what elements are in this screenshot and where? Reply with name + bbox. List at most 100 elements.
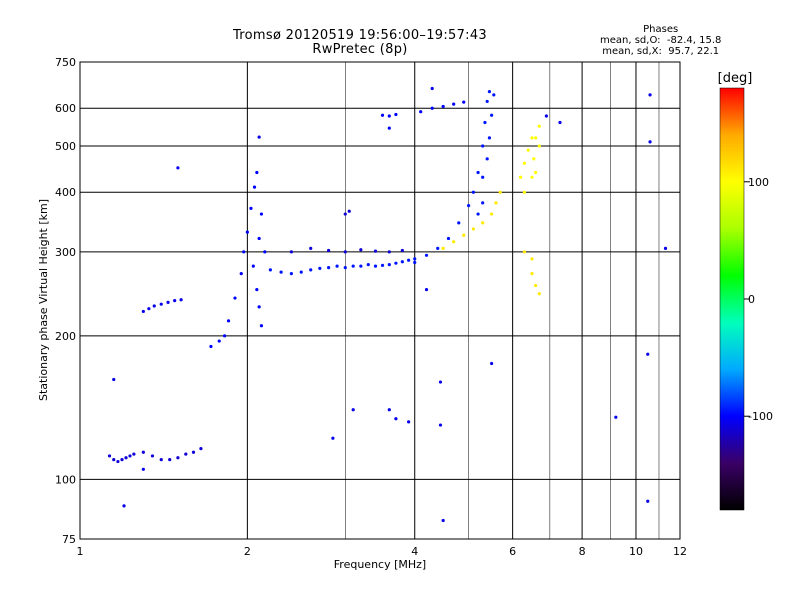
data-point bbox=[400, 248, 404, 253]
data-point bbox=[481, 144, 485, 148]
data-point bbox=[289, 250, 293, 254]
data-point bbox=[222, 334, 227, 338]
data-point bbox=[173, 299, 177, 303]
data-point bbox=[526, 148, 530, 152]
colorbar-tick-label: 100 bbox=[748, 176, 769, 189]
chart-title: Tromsø 20120519 19:56:00–19:57:43 bbox=[232, 28, 488, 43]
data-point bbox=[387, 250, 391, 254]
data-point bbox=[279, 270, 283, 274]
data-point bbox=[351, 408, 355, 412]
data-point bbox=[343, 212, 347, 216]
data-point bbox=[263, 250, 267, 254]
data-point bbox=[481, 201, 485, 205]
data-point bbox=[176, 166, 180, 170]
y-axis-label: Stationary phase Virtual Height [km] bbox=[37, 199, 50, 401]
data-point bbox=[120, 458, 124, 462]
data-point bbox=[663, 246, 668, 250]
data-point bbox=[309, 268, 313, 272]
data-point bbox=[347, 209, 351, 213]
y-tick-label: 100 bbox=[55, 473, 76, 486]
y-tick-label: 300 bbox=[55, 246, 76, 259]
colorbar-tick-label: -100 bbox=[748, 410, 773, 423]
data-point bbox=[217, 339, 221, 343]
data-point bbox=[490, 212, 494, 216]
data-point bbox=[457, 221, 461, 225]
data-point bbox=[309, 246, 313, 250]
data-point bbox=[112, 458, 116, 462]
data-point bbox=[537, 124, 541, 128]
x-tick-label: 8 bbox=[579, 545, 586, 558]
data-point bbox=[199, 447, 203, 451]
data-point bbox=[400, 260, 404, 264]
data-point bbox=[534, 136, 538, 140]
data-point bbox=[498, 190, 502, 194]
data-point bbox=[522, 190, 527, 194]
data-point bbox=[537, 292, 541, 296]
x-tick-label: 4 bbox=[411, 545, 418, 558]
data-point bbox=[128, 454, 132, 458]
data-point bbox=[257, 135, 261, 139]
data-point bbox=[387, 126, 391, 130]
data-point bbox=[327, 248, 331, 253]
data-point bbox=[534, 283, 538, 288]
data-point bbox=[366, 263, 370, 267]
data-point bbox=[430, 86, 434, 91]
data-point bbox=[648, 93, 652, 97]
plot-frame bbox=[79, 61, 681, 540]
data-point bbox=[122, 504, 126, 508]
data-point bbox=[487, 90, 492, 94]
x-tick-label: 10 bbox=[629, 545, 643, 558]
data-point bbox=[233, 296, 237, 300]
data-point bbox=[544, 114, 548, 118]
data-point bbox=[413, 260, 417, 265]
data-point bbox=[242, 250, 246, 254]
data-point bbox=[147, 307, 151, 311]
data-point bbox=[209, 344, 213, 349]
data-point bbox=[485, 157, 489, 161]
data-point bbox=[343, 265, 347, 270]
x-tick-label: 2 bbox=[244, 545, 251, 558]
phase-stats: Phases mean, sd,O: -82.4, 15.8 mean, sd,… bbox=[600, 24, 721, 57]
phase-stats-title: Phases bbox=[643, 24, 679, 35]
data-point bbox=[387, 408, 391, 412]
data-point bbox=[394, 112, 398, 117]
data-point bbox=[394, 261, 398, 265]
data-point bbox=[614, 415, 618, 419]
data-point bbox=[259, 324, 264, 328]
data-point bbox=[343, 250, 347, 254]
data-point bbox=[467, 203, 471, 208]
data-point bbox=[446, 236, 451, 241]
data-point bbox=[648, 140, 652, 144]
colorbar-tick-label: 0 bbox=[748, 293, 755, 306]
data-point bbox=[255, 287, 259, 292]
data-point bbox=[168, 458, 172, 462]
data-point bbox=[481, 221, 485, 225]
colorbar-label: [deg] bbox=[718, 71, 753, 86]
data-point bbox=[462, 233, 466, 237]
data-point bbox=[430, 106, 434, 110]
data-point bbox=[184, 452, 188, 456]
y-tick-label: 500 bbox=[55, 140, 76, 153]
data-point bbox=[380, 113, 385, 117]
data-point bbox=[159, 458, 163, 462]
data-point bbox=[191, 450, 196, 454]
y-tick-label: 75 bbox=[62, 533, 76, 546]
data-point bbox=[255, 170, 259, 175]
data-point bbox=[359, 248, 363, 252]
data-point bbox=[252, 185, 257, 189]
data-point bbox=[530, 175, 534, 179]
data-point bbox=[351, 264, 355, 268]
x-axis-label: Frequency [MHz] bbox=[334, 558, 426, 571]
y-tick-label: 400 bbox=[55, 186, 76, 199]
data-point bbox=[441, 104, 445, 109]
data-point bbox=[530, 136, 534, 140]
data-point bbox=[124, 456, 128, 460]
data-point bbox=[471, 190, 475, 194]
data-point bbox=[436, 246, 440, 250]
x-tick-label: 1 bbox=[77, 545, 84, 558]
data-point bbox=[530, 257, 534, 261]
data-point bbox=[419, 110, 423, 114]
data-point bbox=[441, 246, 445, 250]
data-point bbox=[646, 352, 650, 356]
